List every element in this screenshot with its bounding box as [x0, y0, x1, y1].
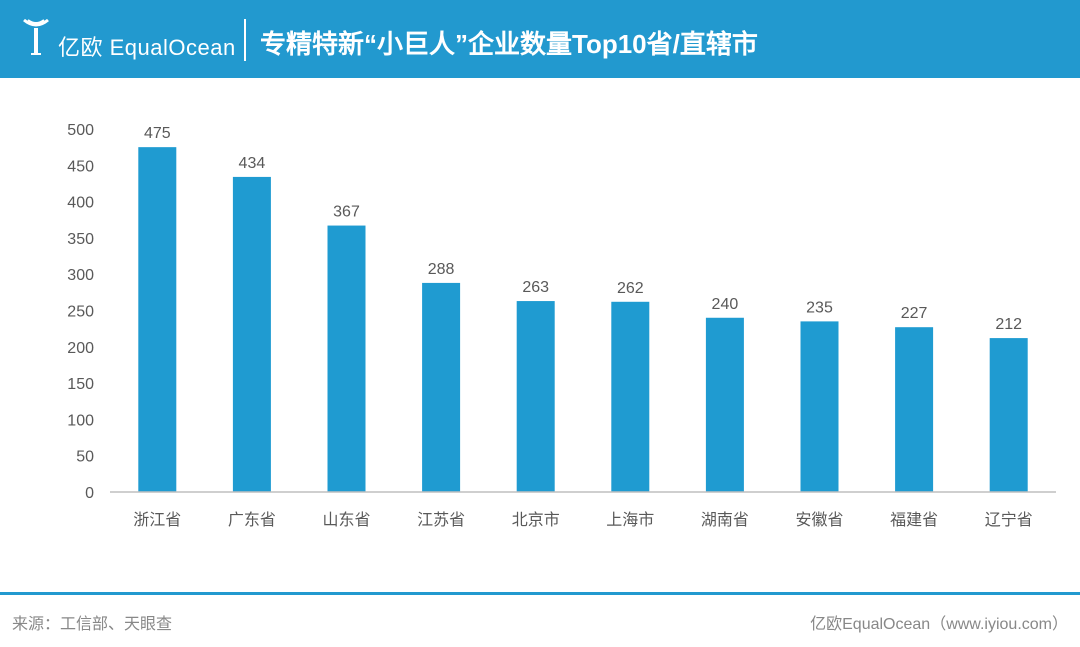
- bar: [422, 282, 461, 492]
- y-tick-label: 350: [67, 231, 94, 248]
- bar: [327, 225, 366, 493]
- data-label: 434: [239, 155, 266, 172]
- data-label: 240: [712, 296, 739, 313]
- y-tick-label: 50: [76, 449, 94, 466]
- data-label: 263: [522, 279, 549, 296]
- y-tick-label: 500: [67, 122, 94, 139]
- bar-chart: 0 50 100 150 200 250 300 350 400 450 500 475 浙江省 434 广…: [67, 122, 1056, 529]
- x-tick-label: 山东省: [322, 511, 370, 529]
- data-label: 288: [428, 261, 455, 278]
- data-label: 475: [144, 125, 171, 142]
- bar: [611, 301, 650, 492]
- bar: [989, 338, 1028, 492]
- x-tick-label: 湖南省: [701, 511, 749, 529]
- bar: [895, 327, 934, 492]
- x-tick-label: 上海市: [606, 511, 654, 529]
- logo-text: 亿欧 EqualOcean: [58, 35, 236, 60]
- bar: [705, 317, 744, 492]
- x-tick-label: 浙江省: [133, 511, 181, 529]
- x-tick-label: 辽宁省: [985, 511, 1033, 529]
- bar: [800, 321, 839, 492]
- footer-divider: [0, 592, 1080, 595]
- y-tick-label: 100: [67, 412, 94, 429]
- equalocean-logo-icon: [23, 18, 49, 55]
- x-tick-label: 北京市: [512, 511, 560, 529]
- data-label: 262: [617, 280, 644, 297]
- y-tick-label: 300: [67, 267, 94, 284]
- y-tick-label: 250: [67, 304, 94, 321]
- x-tick-label: 福建省: [890, 511, 938, 529]
- bar: [232, 176, 271, 492]
- x-tick-label: 江苏省: [417, 511, 465, 529]
- source-note: 来源：工信部、天眼查: [12, 616, 173, 633]
- data-label: 235: [806, 299, 833, 316]
- y-tick-label: 150: [67, 376, 94, 393]
- bar: [138, 147, 177, 492]
- x-tick-label: 安徽省: [795, 511, 843, 529]
- y-tick-label: 0: [85, 485, 94, 502]
- x-tick-label: 广东省: [228, 511, 276, 529]
- y-tick-label: 400: [67, 195, 94, 212]
- data-label: 367: [333, 204, 360, 221]
- y-tick-label: 200: [67, 340, 94, 357]
- y-tick-label: 450: [67, 158, 94, 175]
- header-divider: [244, 19, 246, 61]
- data-label: 227: [901, 305, 928, 322]
- bar: [516, 301, 555, 492]
- header-banner: 亿欧 EqualOcean 专精特新“小巨人”企业数量Top10省/直辖市: [0, 0, 1080, 78]
- page-title: 专精特新“小巨人”企业数量Top10省/直辖市: [260, 29, 758, 59]
- data-label: 212: [995, 316, 1022, 333]
- footer-brand: 亿欧EqualOcean（www.iyiou.com）: [810, 616, 1068, 633]
